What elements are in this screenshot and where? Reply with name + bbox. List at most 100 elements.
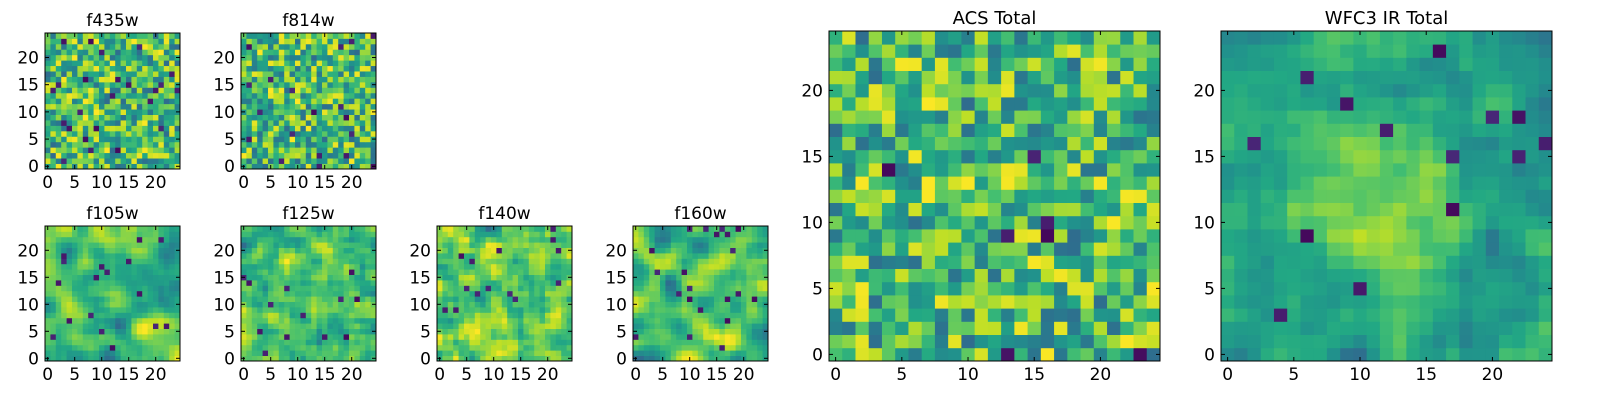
heatmap-cell <box>1080 110 1095 124</box>
heatmap-cell <box>50 328 57 335</box>
heatmap-cell <box>131 33 138 39</box>
heatmap-cell <box>153 290 159 297</box>
heatmap-cell <box>61 301 67 308</box>
heatmap-cell <box>496 226 503 232</box>
heatmap-cell <box>550 317 557 324</box>
heatmap-cell <box>453 323 459 329</box>
heatmap-cell <box>61 163 67 170</box>
heatmap-cell <box>654 328 661 335</box>
heatmap-cell <box>66 312 73 319</box>
heatmap-cell <box>289 92 296 99</box>
heatmap-cell <box>109 98 116 105</box>
heatmap-cell <box>93 43 100 50</box>
heatmap-cell <box>77 152 84 159</box>
heatmap-cell <box>273 226 280 232</box>
heatmap-cell <box>714 285 720 292</box>
heatmap-cell <box>289 285 296 292</box>
heatmap-cell <box>305 158 312 164</box>
heatmap-cell <box>50 344 57 351</box>
heatmap-cell <box>692 328 699 335</box>
heatmap-cell <box>442 296 449 302</box>
heatmap-cell <box>273 334 280 340</box>
heatmap-cell <box>55 81 62 88</box>
heatmap-cell <box>327 60 334 67</box>
heatmap-cell <box>257 125 263 132</box>
heatmap-cell <box>1040 308 1055 322</box>
heatmap-cell <box>1146 308 1161 322</box>
heatmap-cell <box>104 312 111 319</box>
heatmap-cell <box>338 43 344 50</box>
heatmap-cell <box>660 242 666 248</box>
heatmap-cell <box>349 269 355 275</box>
heatmap-cell <box>246 103 253 110</box>
heatmap-cell <box>45 344 51 351</box>
heatmap-cell <box>359 290 366 297</box>
x-tick-label: 5 <box>69 365 80 385</box>
heatmap-cell <box>1014 215 1028 230</box>
heatmap-cell <box>126 247 132 254</box>
heatmap-cell <box>1107 295 1121 309</box>
y-tick-label: 0 <box>812 345 823 365</box>
heatmap-cell <box>163 158 170 164</box>
heatmap-cell <box>131 147 138 154</box>
heatmap-cell <box>305 323 312 329</box>
heatmap-cell <box>163 65 170 72</box>
heatmap-cell <box>714 231 720 238</box>
heatmap-cell <box>708 290 715 297</box>
heatmap-cell <box>289 247 296 254</box>
heatmap-cell <box>61 87 67 94</box>
heatmap-cell <box>539 242 546 248</box>
heatmap-cell <box>1459 202 1473 217</box>
heatmap-cell <box>561 290 567 297</box>
heatmap-cell <box>82 120 89 126</box>
heatmap-cell <box>908 97 923 111</box>
heatmap-cell <box>670 317 677 324</box>
heatmap-cell <box>1340 295 1354 309</box>
heatmap-cell <box>1014 295 1028 309</box>
heatmap-cell <box>757 323 763 329</box>
heatmap-cell <box>316 355 323 362</box>
heatmap-cell <box>545 285 551 292</box>
heatmap-cell <box>714 307 720 313</box>
heatmap-cell <box>311 158 317 164</box>
heatmap-cell <box>633 317 639 324</box>
heatmap-cell <box>251 136 258 143</box>
heatmap-cell <box>295 114 301 121</box>
heatmap-cell <box>174 92 181 99</box>
heatmap-cell <box>974 176 989 190</box>
heatmap-cell <box>719 258 726 265</box>
heatmap-cell <box>746 280 753 286</box>
heatmap-cell <box>365 136 371 143</box>
heatmap-cell <box>561 334 567 340</box>
heatmap-cell <box>262 71 269 77</box>
heatmap-cell <box>724 269 731 275</box>
heatmap-cell <box>1499 321 1513 335</box>
heatmap-cell <box>338 307 344 313</box>
heatmap-cell <box>1379 295 1394 309</box>
heatmap-cell <box>295 296 301 302</box>
heatmap-cell <box>633 312 639 319</box>
heatmap-cell <box>474 317 481 324</box>
heatmap-cell <box>528 334 535 340</box>
heatmap-cell <box>757 242 763 248</box>
heatmap-cell <box>273 33 280 39</box>
heatmap-cell <box>273 344 280 351</box>
heatmap-cell <box>507 301 513 308</box>
heatmap-cell <box>638 253 645 259</box>
heatmap-cell <box>746 296 753 302</box>
heatmap-cell <box>284 285 290 292</box>
heatmap-cell <box>1459 163 1473 177</box>
heatmap-cell <box>311 296 317 302</box>
heatmap-cell <box>246 54 253 61</box>
heatmap-cell <box>948 281 962 296</box>
heatmap-cell <box>464 307 470 313</box>
heatmap-cell <box>453 242 459 248</box>
heatmap-cell <box>50 103 57 110</box>
heatmap-cell <box>469 301 476 308</box>
heatmap-cell <box>327 355 334 362</box>
heatmap-cell <box>741 269 747 275</box>
heatmap-cell <box>251 92 258 99</box>
heatmap-cell <box>469 269 476 275</box>
heatmap-cell <box>687 247 693 254</box>
heatmap-cell <box>1107 215 1121 230</box>
